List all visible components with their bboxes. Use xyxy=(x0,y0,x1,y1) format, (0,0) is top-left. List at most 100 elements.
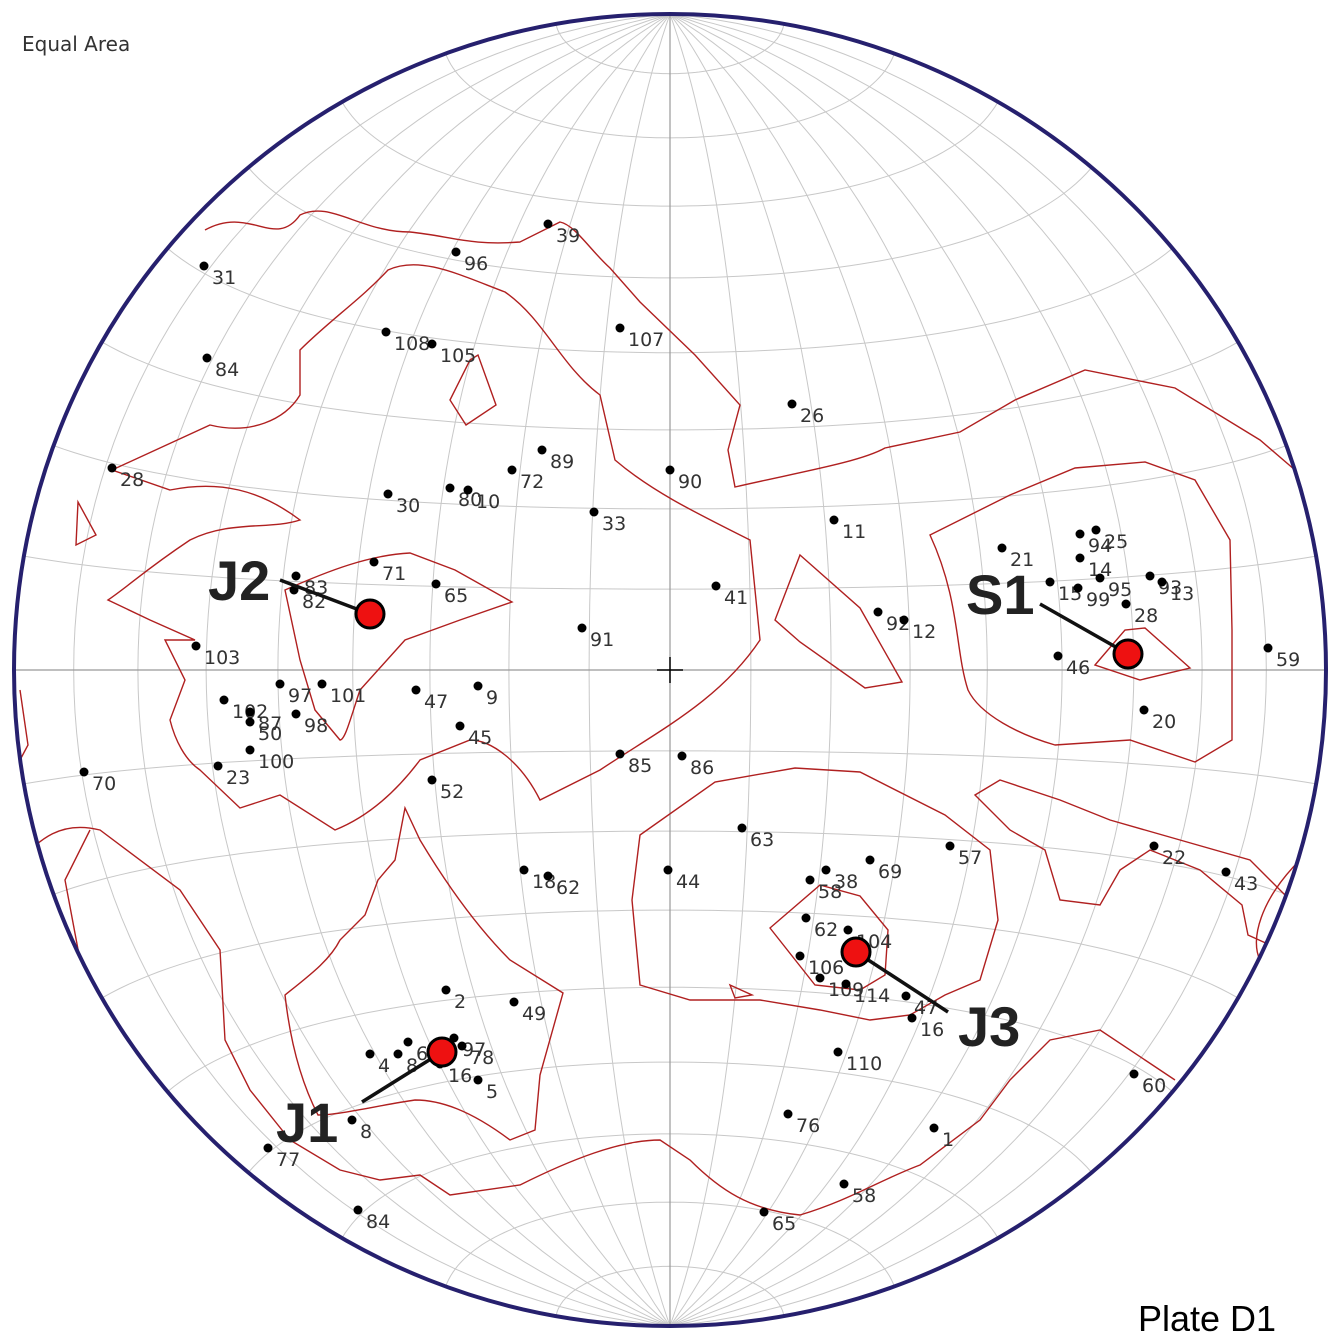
pole-dot xyxy=(543,219,553,229)
pole-dot xyxy=(841,979,851,989)
pole-point: 52 xyxy=(427,775,464,803)
pole-point: 65 xyxy=(759,1207,796,1235)
pole-label: 97 xyxy=(288,685,312,707)
pole-label: 99 xyxy=(1086,589,1110,611)
pole-point: 23 xyxy=(213,761,250,789)
pole-point: 46 xyxy=(1053,651,1090,679)
pole-label: 107 xyxy=(628,329,664,351)
contour-north xyxy=(204,210,1296,488)
pole-dot xyxy=(759,1207,769,1217)
pole-label: 91 xyxy=(590,629,614,651)
pole-label: 85 xyxy=(628,755,652,777)
pole-label: 16 xyxy=(448,1065,472,1087)
pole-dot xyxy=(455,721,465,731)
pole-label: 30 xyxy=(396,495,420,517)
pole-dot xyxy=(393,1049,403,1059)
pole-dot xyxy=(1157,577,1167,587)
pole-point: 9 xyxy=(473,681,498,709)
pole-dot xyxy=(1073,583,1083,593)
pole-label: 22 xyxy=(1162,847,1186,869)
pole-point: 69 xyxy=(865,855,902,883)
set-leader-line xyxy=(279,578,371,616)
pole-dot xyxy=(737,823,747,833)
pole-point: 59 xyxy=(1263,643,1300,671)
pole-point: 21 xyxy=(997,543,1034,571)
pole-dot xyxy=(457,1041,467,1051)
pole-dot xyxy=(1129,1069,1139,1079)
pole-dot xyxy=(427,339,437,349)
pole-label: 25 xyxy=(1104,531,1128,553)
pole-point: 95 xyxy=(1095,573,1132,601)
pole-label: 33 xyxy=(602,513,626,535)
set-label: J2 xyxy=(208,549,270,612)
pole-dot xyxy=(473,681,483,691)
pole-dot xyxy=(107,463,117,473)
contour-small-triangle xyxy=(449,353,497,426)
set-label: S1 xyxy=(966,563,1035,626)
pole-label: 58 xyxy=(852,1185,876,1207)
set-mean-dot xyxy=(426,1036,458,1068)
pole-label: 80 xyxy=(458,489,482,511)
density-contours xyxy=(19,210,1301,1216)
pole-point: 80 xyxy=(445,483,482,511)
pole-dot xyxy=(615,323,625,333)
pole-point: 97 xyxy=(275,679,312,707)
pole-dot xyxy=(1075,553,1085,563)
pole-dot xyxy=(431,579,441,589)
pole-point: 20 xyxy=(1139,705,1176,733)
pole-dot xyxy=(509,997,519,1007)
pole-label: 26 xyxy=(800,405,824,427)
pole-label: 63 xyxy=(750,829,774,851)
pole-dot xyxy=(839,1179,849,1189)
contour-center-diamond xyxy=(774,553,904,689)
pole-dot xyxy=(997,543,1007,553)
pole-dot xyxy=(445,483,455,493)
pole-point: 4 xyxy=(365,1049,390,1077)
pole-point: 62 xyxy=(801,913,838,941)
pole-label: 46 xyxy=(1066,657,1090,679)
pole-point: 45 xyxy=(455,721,492,749)
pole-point: 33 xyxy=(589,507,626,535)
pole-dot xyxy=(347,1115,357,1125)
pole-dot xyxy=(665,465,675,475)
pole-label: 45 xyxy=(468,727,492,749)
pole-dot xyxy=(353,1205,363,1215)
pole-label: 5 xyxy=(486,1081,498,1103)
set-marker-j3: J3 xyxy=(840,936,1020,1058)
pole-point: 94 xyxy=(1075,529,1112,557)
pole-dot xyxy=(441,985,451,995)
pole-point: 103 xyxy=(191,641,240,669)
pole-label: 23 xyxy=(226,767,250,789)
pole-dot xyxy=(901,991,911,1001)
pole-dot xyxy=(873,607,883,617)
pole-label: 84 xyxy=(366,1211,390,1233)
pole-label: 78 xyxy=(470,1047,494,1069)
pole-point: 83 xyxy=(291,571,328,599)
set-leader-line xyxy=(855,950,949,1014)
pole-label: 95 xyxy=(1108,579,1132,601)
pole-point: 58 xyxy=(839,1179,876,1207)
pole-label: 72 xyxy=(520,471,544,493)
pole-point: 57 xyxy=(945,841,982,869)
pole-point: 100 xyxy=(245,745,294,773)
pole-label: 86 xyxy=(690,757,714,779)
pole-dot xyxy=(795,951,805,961)
pole-point: 1 xyxy=(929,1123,954,1151)
pole-label: 31 xyxy=(212,267,236,289)
pole-label: 77 xyxy=(276,1149,300,1171)
pole-label: 44 xyxy=(676,871,700,893)
pole-label: 100 xyxy=(258,751,294,773)
pole-dot xyxy=(829,515,839,525)
pole-point: 89 xyxy=(537,445,574,473)
pole-dot xyxy=(677,751,687,761)
pole-dot xyxy=(833,1047,843,1057)
pole-point: 107 xyxy=(615,323,664,351)
pole-label: 10 xyxy=(476,491,500,513)
pole-point: 87 xyxy=(245,707,282,735)
pole-label: 52 xyxy=(440,781,464,803)
pole-dot xyxy=(245,717,255,727)
pole-label: 105 xyxy=(440,345,476,367)
pole-point: 22 xyxy=(1149,841,1186,869)
